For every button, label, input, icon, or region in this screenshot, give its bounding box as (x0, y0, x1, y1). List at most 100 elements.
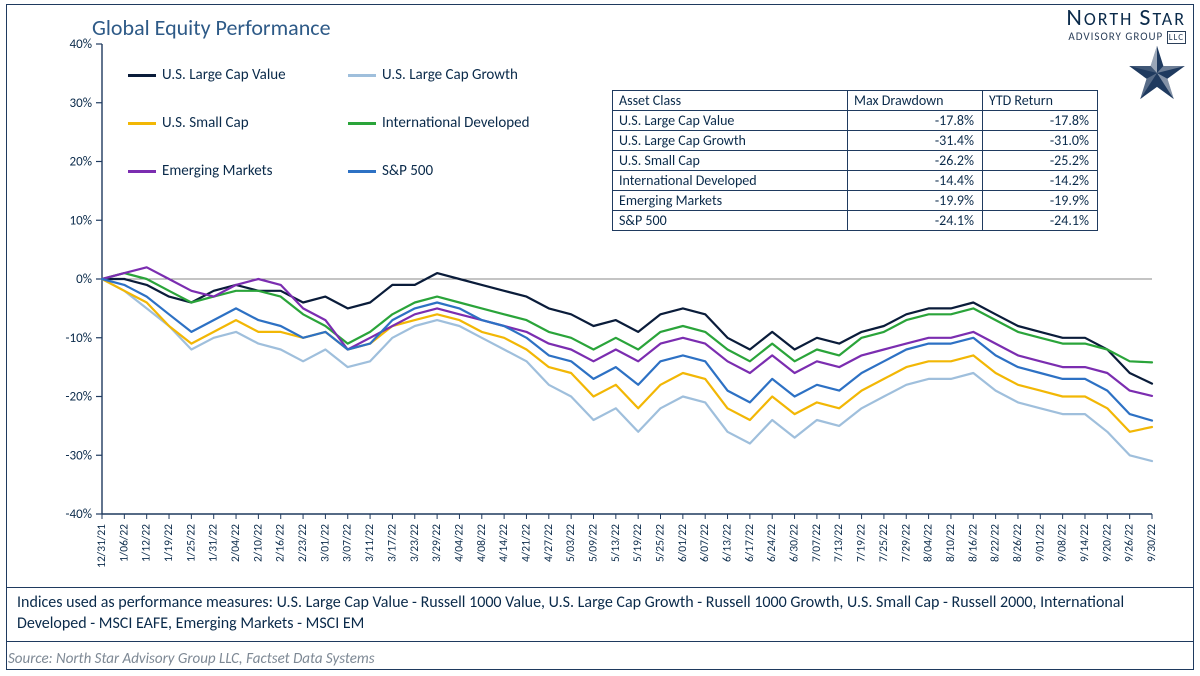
legend-swatch (128, 170, 156, 173)
legend-label: U.S. Large Cap Growth (382, 66, 518, 84)
svg-text:8/10/22: 8/10/22 (944, 524, 958, 562)
svg-text:6/07/22: 6/07/22 (698, 524, 712, 562)
source-citation: Source: North Star Advisory Group LLC, F… (8, 650, 375, 668)
legend-label: Emerging Markets (162, 162, 272, 180)
svg-text:4/27/22: 4/27/22 (542, 524, 556, 562)
table-row: Emerging Markets-19.9%-19.9% (613, 191, 1098, 211)
svg-text:5/09/22: 5/09/22 (586, 524, 600, 562)
svg-text:20%: 20% (70, 155, 92, 170)
legend-swatch (128, 122, 156, 125)
legend-item: Emerging Markets (128, 162, 272, 180)
svg-text:4/08/22: 4/08/22 (475, 524, 489, 562)
legend-item: U.S. Large Cap Value (128, 66, 286, 84)
legend-swatch (128, 74, 156, 77)
svg-text:3/01/22: 3/01/22 (318, 524, 332, 562)
table-cell-label: U.S. Small Cap (613, 151, 848, 171)
legend-swatch (348, 122, 376, 125)
svg-text:40%: 40% (70, 37, 92, 52)
svg-text:8/26/22: 8/26/22 (1011, 524, 1025, 562)
table-header: YTD Return (983, 91, 1098, 111)
legend-item: S&P 500 (348, 162, 433, 180)
svg-text:30%: 30% (70, 96, 92, 111)
svg-text:3/11/22: 3/11/22 (363, 524, 377, 562)
table-row: U.S. Large Cap Value-17.8%-17.8% (613, 111, 1098, 131)
table-cell-value: -19.9% (983, 191, 1098, 211)
svg-text:5/13/22: 5/13/22 (609, 524, 623, 562)
table-header: Asset Class (613, 91, 848, 111)
svg-text:4/14/22: 4/14/22 (497, 524, 511, 562)
svg-text:1/06/22: 1/06/22 (117, 524, 131, 562)
table-cell-value: -24.1% (848, 211, 983, 231)
legend-label: S&P 500 (382, 162, 433, 180)
svg-text:3/29/22: 3/29/22 (430, 524, 444, 562)
svg-text:12/31/21: 12/31/21 (95, 524, 109, 568)
svg-text:8/16/22: 8/16/22 (966, 524, 980, 562)
legend-label: International Developed (382, 114, 529, 132)
table-cell-value: -31.4% (848, 131, 983, 151)
svg-text:-20%: -20% (66, 390, 92, 405)
svg-text:3/17/22: 3/17/22 (385, 524, 399, 562)
svg-text:7/13/22: 7/13/22 (832, 524, 846, 562)
table-cell-label: S&P 500 (613, 211, 848, 231)
legend-item: International Developed (348, 114, 529, 132)
table-cell-value: -17.8% (983, 111, 1098, 131)
svg-text:-40%: -40% (66, 507, 92, 522)
svg-text:7/07/22: 7/07/22 (810, 524, 824, 562)
svg-text:1/19/22: 1/19/22 (162, 524, 176, 562)
svg-text:7/19/22: 7/19/22 (855, 524, 869, 562)
svg-text:-10%: -10% (66, 331, 92, 346)
svg-text:9/14/22: 9/14/22 (1078, 524, 1092, 562)
svg-text:1/12/22: 1/12/22 (140, 524, 154, 562)
svg-text:9/30/22: 9/30/22 (1145, 524, 1159, 562)
svg-text:7/29/22: 7/29/22 (899, 524, 913, 562)
svg-text:-30%: -30% (66, 448, 92, 463)
svg-text:9/20/22: 9/20/22 (1100, 524, 1114, 562)
legend-label: U.S. Small Cap (162, 114, 249, 132)
table-cell-value: -14.2% (983, 171, 1098, 191)
performance-table: Asset ClassMax DrawdownYTD Return U.S. L… (612, 90, 1098, 231)
svg-text:6/13/22: 6/13/22 (721, 524, 735, 562)
table-cell-label: U.S. Large Cap Growth (613, 131, 848, 151)
svg-text:10%: 10% (70, 213, 92, 228)
svg-text:6/30/22: 6/30/22 (788, 524, 802, 562)
svg-text:2/10/22: 2/10/22 (251, 524, 265, 562)
svg-text:4/21/22: 4/21/22 (519, 524, 533, 562)
table-cell-label: U.S. Large Cap Value (613, 111, 848, 131)
legend-item: U.S. Large Cap Growth (348, 66, 518, 84)
table-cell-value: -24.1% (983, 211, 1098, 231)
svg-text:9/01/22: 9/01/22 (1033, 524, 1047, 562)
table-cell-value: -31.0% (983, 131, 1098, 151)
svg-text:0%: 0% (76, 272, 92, 287)
table-cell-value: -17.8% (848, 111, 983, 131)
svg-text:6/24/22: 6/24/22 (765, 524, 779, 562)
svg-text:5/19/22: 5/19/22 (631, 524, 645, 562)
table-row: S&P 500-24.1%-24.1% (613, 211, 1098, 231)
svg-text:2/04/22: 2/04/22 (229, 524, 243, 562)
svg-text:8/22/22: 8/22/22 (989, 524, 1003, 562)
legend-item: U.S. Small Cap (128, 114, 249, 132)
legend-swatch (348, 170, 376, 173)
svg-text:9/08/22: 9/08/22 (1056, 524, 1070, 562)
svg-text:6/17/22: 6/17/22 (743, 524, 757, 562)
svg-text:4/04/22: 4/04/22 (452, 524, 466, 562)
table-cell-label: Emerging Markets (613, 191, 848, 211)
svg-text:2/16/22: 2/16/22 (274, 524, 288, 562)
svg-text:5/25/22: 5/25/22 (654, 524, 668, 562)
table-row: International Developed-14.4%-14.2% (613, 171, 1098, 191)
svg-text:8/04/22: 8/04/22 (922, 524, 936, 562)
legend-swatch (348, 74, 376, 77)
svg-text:7/25/22: 7/25/22 (877, 524, 891, 562)
svg-text:5/03/22: 5/03/22 (564, 524, 578, 562)
table-cell-label: International Developed (613, 171, 848, 191)
svg-text:2/23/22: 2/23/22 (296, 524, 310, 562)
table-cell-value: -19.9% (848, 191, 983, 211)
svg-text:9/26/22: 9/26/22 (1123, 524, 1137, 562)
table-header: Max Drawdown (848, 91, 983, 111)
svg-text:3/23/22: 3/23/22 (408, 524, 422, 562)
table-cell-value: -26.2% (848, 151, 983, 171)
table-cell-value: -14.4% (848, 171, 983, 191)
svg-text:1/25/22: 1/25/22 (184, 524, 198, 562)
svg-text:3/07/22: 3/07/22 (341, 524, 355, 562)
svg-text:6/01/22: 6/01/22 (676, 524, 690, 562)
table-row: U.S. Large Cap Growth-31.4%-31.0% (613, 131, 1098, 151)
